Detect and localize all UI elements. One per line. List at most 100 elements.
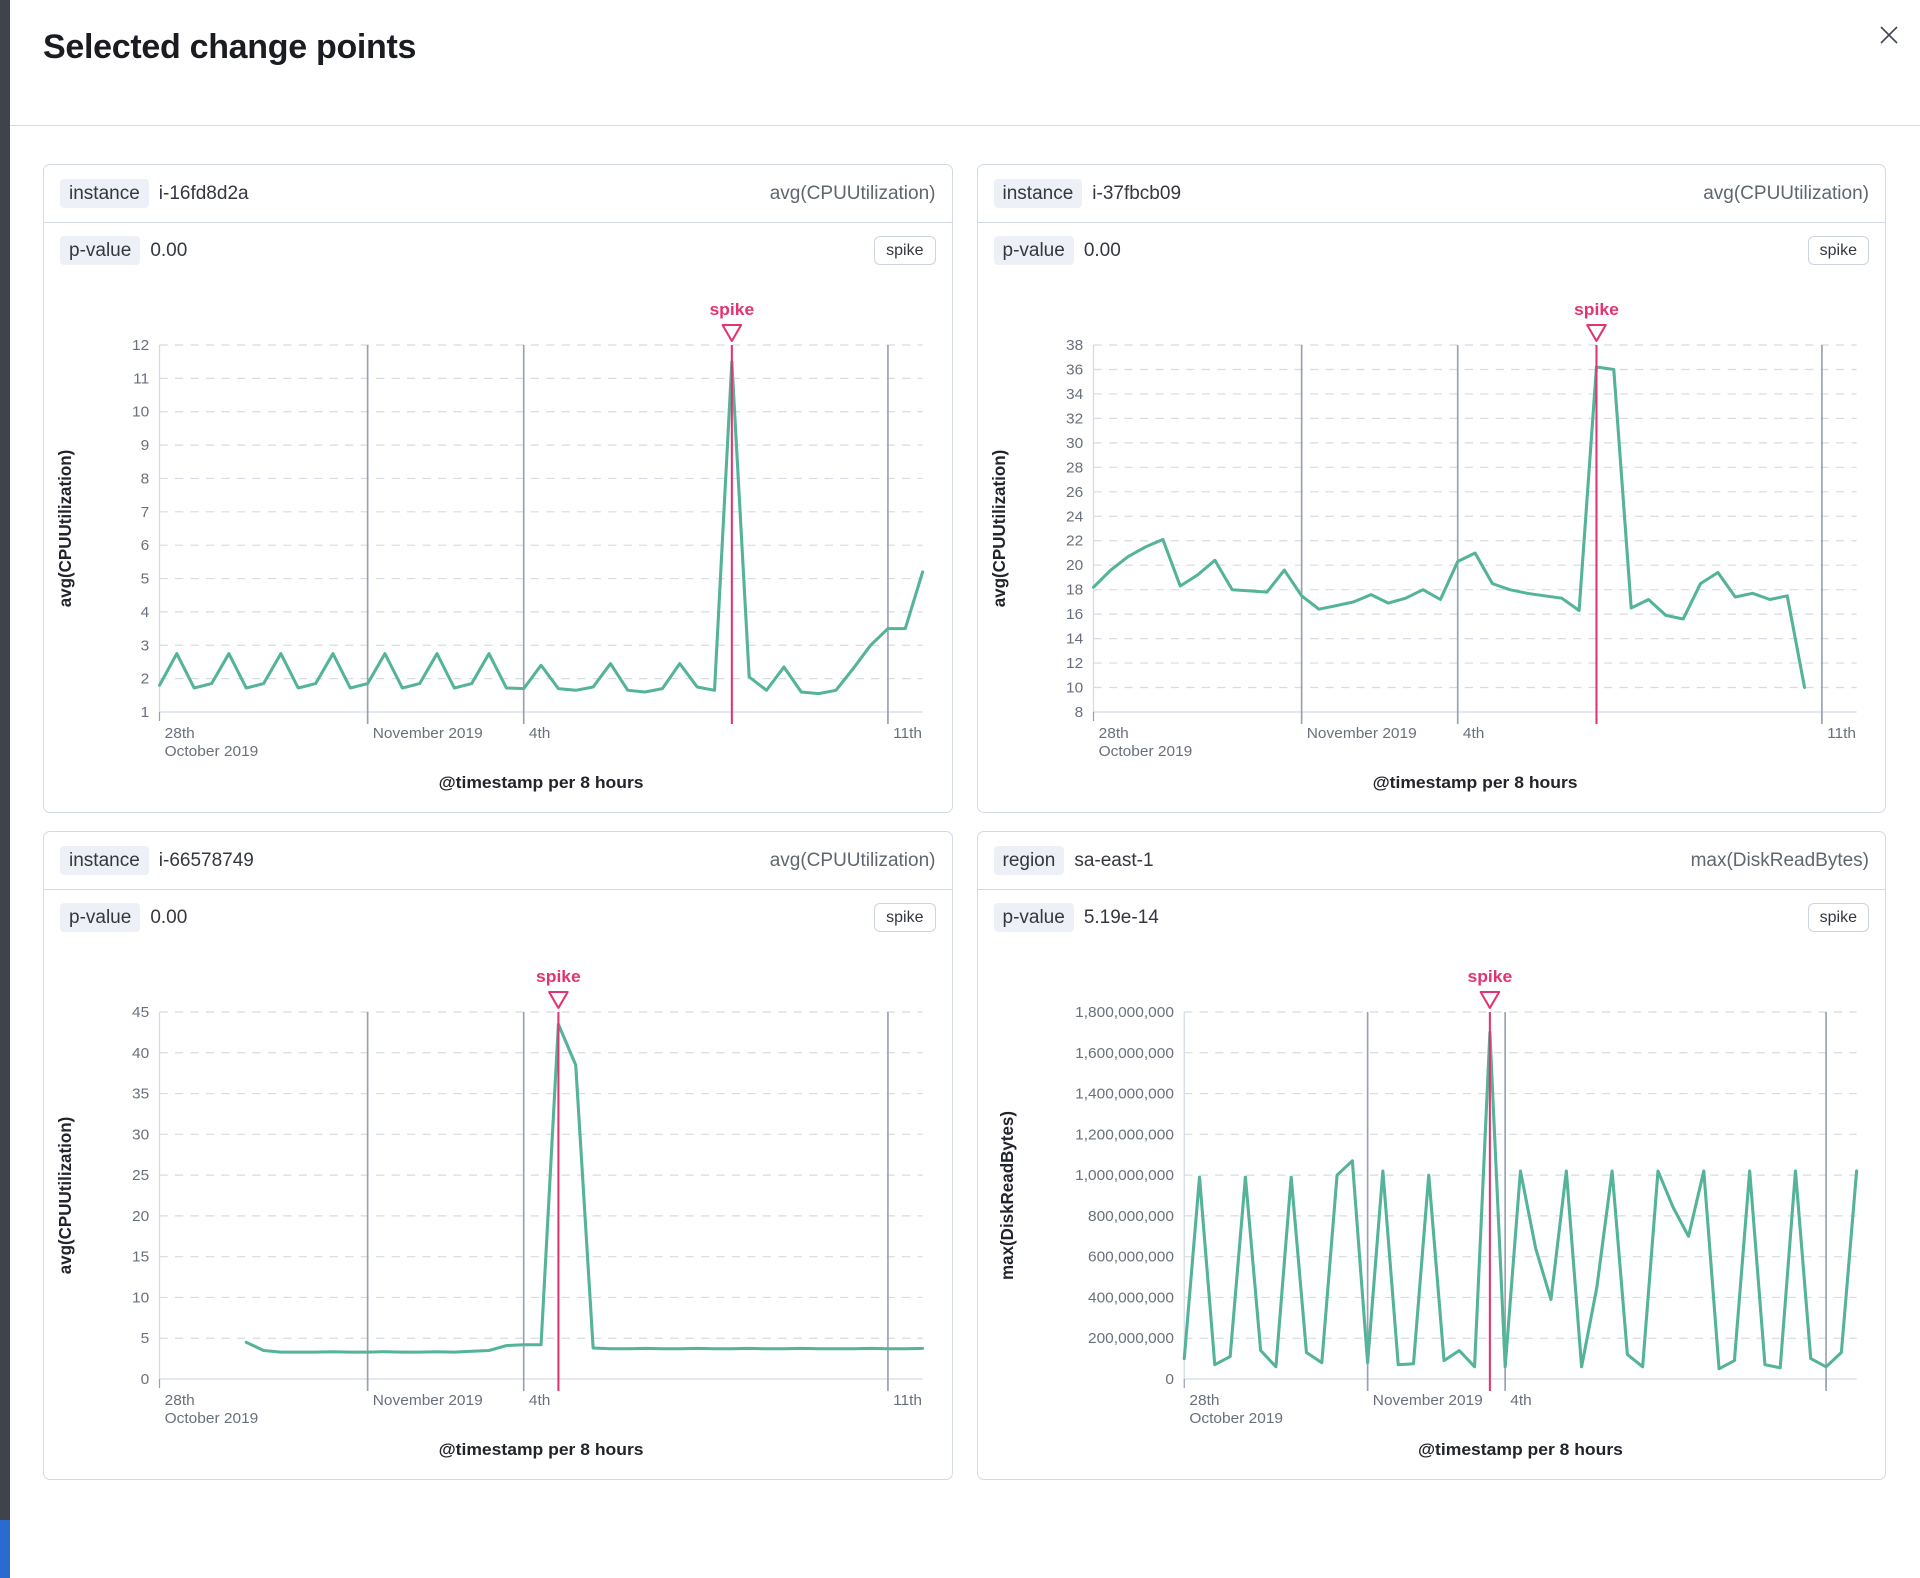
p-value-badge: p-value — [993, 236, 1074, 265]
metric-label: avg(CPUUtilization) — [769, 849, 936, 871]
svg-text:14: 14 — [1065, 631, 1083, 648]
svg-text:45: 45 — [132, 1004, 149, 1021]
change-type-badge: spike — [1807, 903, 1869, 932]
svg-text:November 2019: November 2019 — [1372, 1392, 1482, 1409]
svg-text:1,200,000,000: 1,200,000,000 — [1075, 1127, 1174, 1144]
panel-header: instance i-16fd8d2a avg(CPUUtilization) — [44, 165, 952, 223]
svg-text:20: 20 — [1065, 557, 1082, 574]
svg-text:7: 7 — [141, 504, 150, 521]
p-value-row: p-value 0.00 spike — [44, 223, 952, 265]
svg-text:October 2019: October 2019 — [165, 1410, 259, 1427]
p-value-badge: p-value — [60, 236, 141, 265]
svg-text:12: 12 — [132, 337, 149, 354]
svg-text:30: 30 — [132, 1127, 149, 1144]
svg-text:28th: 28th — [1189, 1392, 1219, 1409]
svg-text:4th: 4th — [529, 1392, 550, 1409]
modal-header: Selected change points — [10, 0, 1920, 126]
modal-close-button[interactable] — [1872, 18, 1906, 52]
svg-text:11: 11 — [133, 371, 149, 388]
background-page-strip — [0, 0, 10, 1578]
change-point-chart: 8 10 12 14 16 18 20 22 24 26 28 30 32 34 36 38 28thOctob… — [988, 299, 1857, 792]
p-value-row: p-value 5.19e-14 spike — [978, 890, 1886, 932]
split-field-badge: region — [993, 846, 1065, 875]
change-type-badge: spike — [874, 903, 936, 932]
svg-text:22: 22 — [1065, 533, 1082, 550]
svg-text:spike: spike — [709, 299, 754, 319]
panel-header: region sa-east-1 max(DiskReadBytes) — [977, 832, 1885, 890]
page-title: Selected change points — [43, 28, 417, 66]
p-value-row: p-value 0.00 spike — [978, 223, 1886, 265]
p-value-badge: p-value — [60, 903, 141, 932]
svg-text:@timestamp per 8 hours: @timestamp per 8 hours — [439, 772, 644, 792]
svg-text:28th: 28th — [1098, 725, 1128, 742]
svg-text:4th: 4th — [1510, 1392, 1531, 1409]
svg-text:38: 38 — [1065, 337, 1082, 354]
svg-text:@timestamp per 8 hours: @timestamp per 8 hours — [1417, 1439, 1622, 1459]
panel-header: instance i-66578749 avg(CPUUtilization) — [44, 832, 952, 890]
svg-text:November 2019: November 2019 — [373, 1392, 483, 1409]
svg-text:avg(CPUUtilization): avg(CPUUtilization) — [55, 450, 75, 608]
change-type-badge: spike — [1807, 236, 1869, 265]
svg-text:October 2019: October 2019 — [1098, 743, 1192, 760]
svg-text:28th: 28th — [165, 725, 195, 742]
svg-text:200,000,000: 200,000,000 — [1088, 1330, 1174, 1347]
svg-text:24: 24 — [1065, 508, 1083, 525]
close-icon — [1880, 26, 1898, 44]
change-point-panel: region sa-east-1 max(DiskReadBytes) p-va… — [976, 831, 1886, 1480]
svg-text:16: 16 — [1065, 606, 1082, 623]
svg-text:36: 36 — [1065, 362, 1082, 379]
svg-text:9: 9 — [141, 437, 150, 454]
svg-text:11th: 11th — [893, 1392, 922, 1409]
svg-text:@timestamp per 8 hours: @timestamp per 8 hours — [1372, 772, 1577, 792]
svg-text:18: 18 — [1065, 582, 1082, 599]
p-value-row: p-value 0.00 spike — [44, 890, 952, 932]
svg-text:3: 3 — [141, 637, 150, 654]
svg-text:11th: 11th — [1827, 725, 1856, 742]
svg-text:15: 15 — [132, 1249, 149, 1266]
svg-text:4th: 4th — [1462, 725, 1483, 742]
svg-text:spike: spike — [536, 966, 581, 986]
change-type-badge: spike — [874, 236, 936, 265]
svg-text:spike: spike — [1467, 966, 1512, 986]
p-value-number: 0.00 — [150, 906, 188, 928]
svg-text:20: 20 — [132, 1208, 149, 1225]
svg-text:400,000,000: 400,000,000 — [1088, 1290, 1174, 1307]
svg-text:10: 10 — [132, 404, 149, 421]
svg-text:10: 10 — [1065, 680, 1082, 697]
p-value-number: 5.19e-14 — [1083, 906, 1159, 928]
svg-text:avg(CPUUtilization): avg(CPUUtilization) — [55, 1117, 75, 1275]
svg-text:10: 10 — [132, 1290, 149, 1307]
svg-text:October 2019: October 2019 — [1189, 1410, 1283, 1427]
svg-text:12: 12 — [1065, 655, 1082, 672]
svg-text:8: 8 — [141, 471, 150, 488]
svg-text:30: 30 — [1065, 435, 1082, 452]
split-field-badge: instance — [993, 179, 1083, 208]
p-value-number: 0.00 — [150, 239, 188, 261]
split-field-value: i-37fbcb09 — [1092, 182, 1182, 204]
panel-header: instance i-37fbcb09 avg(CPUUtilization) — [977, 165, 1885, 223]
change-point-chart: 0 200,000,000 400,000,000 600,000,000 800,00… — [996, 966, 1858, 1459]
svg-text:35: 35 — [132, 1086, 149, 1103]
svg-text:6: 6 — [141, 537, 150, 554]
svg-text:32: 32 — [1065, 411, 1082, 428]
split-field-value: i-66578749 — [158, 849, 254, 871]
svg-text:0: 0 — [141, 1371, 150, 1388]
split-field-value: sa-east-1 — [1074, 849, 1154, 871]
svg-text:2: 2 — [141, 671, 150, 688]
svg-text:max(DiskReadBytes): max(DiskReadBytes) — [996, 1111, 1016, 1280]
svg-text:25: 25 — [132, 1167, 149, 1184]
svg-text:October 2019: October 2019 — [165, 743, 259, 760]
split-field-badge: instance — [60, 846, 149, 875]
svg-text:40: 40 — [132, 1045, 149, 1062]
svg-text:1,800,000,000: 1,800,000,000 — [1075, 1004, 1174, 1021]
p-value-badge: p-value — [993, 903, 1074, 932]
metric-label: avg(CPUUtilization) — [769, 182, 936, 204]
change-point-panel: instance i-37fbcb09 avg(CPUUtilization) … — [976, 164, 1886, 813]
svg-text:November 2019: November 2019 — [1306, 725, 1416, 742]
change-point-grid: instance i-16fd8d2a avg(CPUUtilization) … — [43, 164, 1886, 1480]
svg-text:26: 26 — [1065, 484, 1082, 501]
svg-text:@timestamp per 8 hours: @timestamp per 8 hours — [439, 1439, 644, 1459]
split-field-badge: instance — [60, 179, 149, 208]
